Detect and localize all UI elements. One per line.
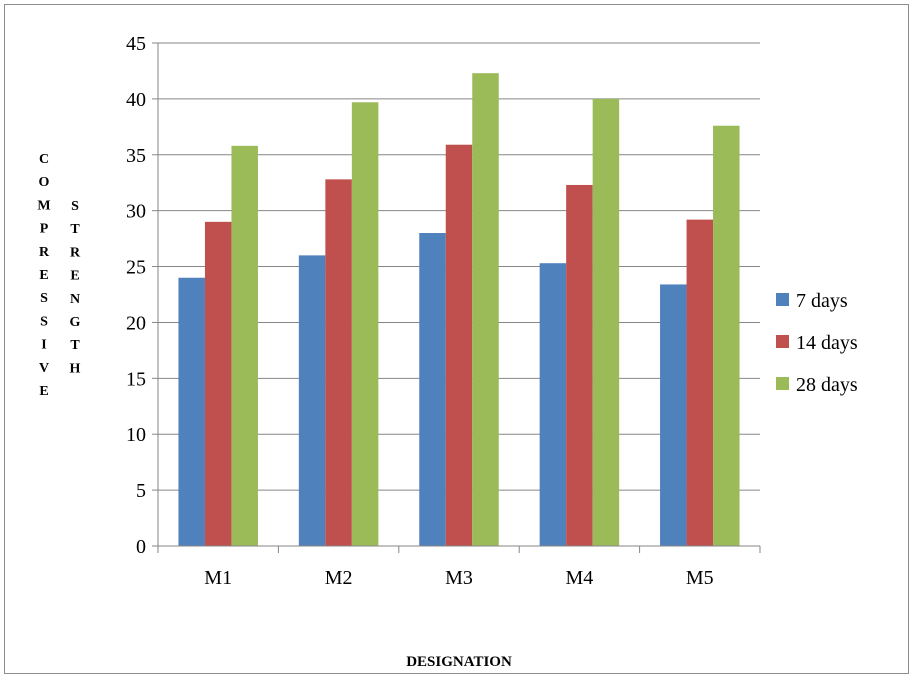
legend-swatch: [776, 293, 789, 306]
y-tick-label: 5: [136, 480, 146, 502]
y-axis-title-letter: R: [39, 245, 50, 260]
y-axis-title-letter: N: [70, 292, 80, 307]
x-tick-labels: M1 M2 M3 M4 M5: [204, 567, 713, 589]
legend-label: 7 days: [796, 290, 848, 312]
y-tick-label: 10: [126, 424, 146, 446]
y-axis-title-letter: V: [39, 361, 49, 376]
legend-swatch: [776, 335, 789, 348]
y-tick-label: 20: [126, 312, 146, 334]
x-axis-title: DESIGNATION: [406, 654, 512, 670]
y-axis-title-letter: E: [70, 269, 79, 284]
bar: [445, 144, 473, 546]
bar: [325, 179, 352, 546]
y-axis-title-letter: S: [40, 314, 48, 329]
bar: [539, 263, 567, 546]
y-tick-label: 40: [126, 89, 146, 111]
x-tick-label: M4: [566, 567, 594, 589]
bar: [178, 277, 205, 546]
x-tick-label: M1: [204, 567, 232, 589]
bar: [298, 255, 326, 546]
legend-swatch: [776, 377, 789, 390]
y-axis-title-letter: I: [41, 338, 46, 353]
x-tick-label: M2: [325, 567, 353, 589]
x-tick-label: M5: [686, 567, 714, 589]
y-axis-title-letter: C: [39, 152, 49, 167]
y-axis-title-letter: S: [71, 199, 79, 214]
bar: [351, 102, 379, 547]
axes: [152, 42, 761, 553]
legend: 7 days 14 days 28 days: [776, 290, 858, 396]
bar: [231, 145, 258, 546]
y-axis-title-letter: E: [39, 384, 48, 399]
y-axis-title-letter: M: [37, 198, 50, 213]
y-axis-title-letter: T: [70, 222, 80, 237]
y-tick-label: 45: [126, 33, 146, 55]
y-axis-title-letter: R: [70, 245, 81, 260]
y-tick-label: 25: [126, 257, 146, 279]
bar: [419, 233, 446, 546]
y-tick-labels: 0 5 10 15 20 25 30 35 40 45: [126, 33, 146, 558]
y-tick-label: 35: [126, 145, 146, 167]
bar: [686, 219, 714, 546]
bar: [204, 221, 232, 546]
legend-label: 28 days: [796, 374, 858, 396]
legend-label: 14 days: [796, 332, 858, 354]
y-axis-title-letter: H: [70, 361, 81, 376]
y-axis-title-letter: T: [70, 338, 80, 353]
y-tick-label: 30: [126, 201, 146, 223]
bar: [592, 98, 620, 546]
y-axis-title-letter: G: [70, 315, 81, 330]
y-tick-label: 15: [126, 368, 146, 390]
y-axis-title-letter: P: [40, 222, 49, 237]
bar: [566, 184, 593, 547]
y-axis-title-letter: S: [40, 291, 48, 306]
y-axis-title-letter: O: [39, 175, 50, 190]
bars: [178, 73, 740, 547]
bar: [472, 73, 499, 547]
y-axis-title-letter: E: [39, 268, 48, 283]
bar: [713, 125, 740, 547]
y-tick-label: 0: [136, 536, 146, 558]
x-tick-label: M3: [445, 567, 473, 589]
bar: [660, 284, 687, 546]
